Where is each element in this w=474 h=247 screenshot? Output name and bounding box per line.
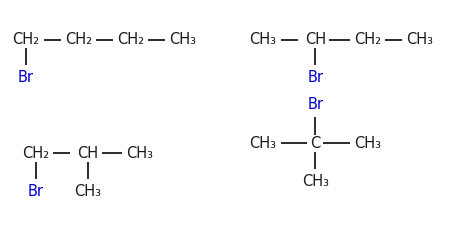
- Text: CH₃: CH₃: [250, 32, 276, 47]
- Text: CH: CH: [77, 146, 98, 161]
- Text: CH₃: CH₃: [406, 32, 433, 47]
- Text: CH₂: CH₂: [354, 32, 381, 47]
- Text: CH₂: CH₂: [64, 32, 92, 47]
- Text: Br: Br: [27, 184, 44, 199]
- Text: CH₃: CH₃: [302, 174, 328, 189]
- Text: CH₃: CH₃: [127, 146, 153, 161]
- Text: CH₂: CH₂: [117, 32, 144, 47]
- Text: CH₂: CH₂: [12, 32, 40, 47]
- Text: Br: Br: [18, 70, 34, 85]
- Text: CH₃: CH₃: [354, 136, 381, 151]
- Text: Br: Br: [307, 97, 323, 112]
- Text: Br: Br: [307, 70, 323, 85]
- Text: CH₃: CH₃: [250, 136, 276, 151]
- Text: C: C: [310, 136, 320, 151]
- Text: CH₃: CH₃: [74, 184, 101, 199]
- Text: CH: CH: [305, 32, 326, 47]
- Text: CH₂: CH₂: [22, 146, 49, 161]
- Text: CH₃: CH₃: [169, 32, 196, 47]
